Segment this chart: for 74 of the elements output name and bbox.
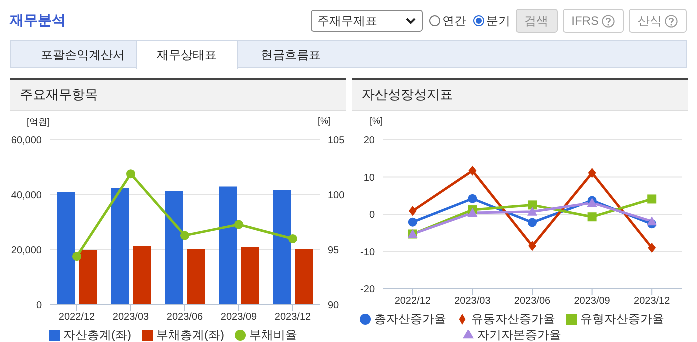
point	[408, 206, 417, 216]
y-tick-label: 40,000	[11, 190, 42, 202]
x-tick-label: 2023/12	[274, 312, 312, 324]
legend-label: 자기자본증가율	[478, 328, 562, 342]
point	[468, 166, 477, 176]
point	[588, 168, 596, 178]
bar	[133, 246, 151, 305]
x-tick-label: 2023/09	[220, 312, 258, 324]
text: 검색	[516, 9, 558, 33]
chart-title: 주요재무항목	[10, 78, 346, 111]
legend-label: 부채비율	[250, 328, 298, 342]
point	[288, 234, 298, 244]
point	[648, 243, 656, 254]
bar	[57, 192, 75, 305]
point	[528, 200, 537, 210]
point	[647, 216, 658, 226]
x-tick-label: 2023/03	[454, 296, 492, 308]
text: 주재무제표	[310, 10, 423, 32]
point	[126, 170, 136, 179]
x-tick-label: 2023/03	[112, 312, 150, 324]
text: IFRS	[562, 9, 624, 33]
legend-label: 부채총계(좌)	[156, 328, 224, 342]
y-tick-label: 10	[364, 172, 376, 184]
point	[234, 220, 244, 230]
y-tick-label: 60,000	[11, 136, 42, 147]
bar	[79, 250, 97, 305]
x-tick-label: 2022/12	[394, 296, 432, 308]
y-tick-label: 20,000	[11, 246, 42, 257]
x-tick-label: 2022/12	[58, 312, 96, 324]
x-tick-label: 2023/06	[514, 296, 552, 308]
bar	[111, 188, 129, 305]
text: 연간	[442, 12, 467, 30]
point	[72, 252, 82, 262]
point	[648, 194, 657, 204]
x-tick-label: 2023/09	[574, 296, 611, 308]
text: 산식	[629, 9, 687, 33]
y2-tick-label: 105	[328, 136, 346, 147]
bar	[219, 186, 237, 305]
text: 현금흐름표	[261, 47, 321, 64]
y-axis-title: [억원]	[26, 116, 50, 129]
point	[528, 218, 537, 228]
point	[468, 194, 478, 204]
x-tick-label: 2023/06	[166, 312, 204, 324]
point	[180, 231, 190, 240]
text: 분기	[486, 12, 511, 30]
point	[588, 212, 597, 222]
y-tick-label: -10	[360, 247, 376, 258]
chart-title: 자산성장성지표	[352, 78, 688, 111]
y-tick-label: 0	[36, 300, 42, 312]
text: 포괄손익계산서	[41, 47, 125, 64]
bar	[165, 191, 183, 305]
point	[468, 208, 478, 218]
y-tick-label: 20	[364, 136, 376, 147]
bar	[273, 190, 291, 305]
point	[528, 206, 538, 216]
y2-tick-label: 95	[328, 246, 340, 257]
legend-label: 총자산증가율	[374, 312, 446, 326]
bar	[241, 247, 259, 305]
bar	[295, 249, 313, 305]
x-tick-label: 2023/12	[634, 296, 671, 308]
y-tick-label: -20	[360, 284, 376, 296]
point	[408, 218, 418, 227]
text: 재무상태표	[136, 40, 238, 69]
bar	[187, 249, 205, 305]
point	[528, 241, 536, 252]
legend-label: 유형자산증가율	[580, 312, 664, 326]
y-tick-label: 0	[369, 210, 376, 222]
legend-label: 자산총계(좌)	[64, 328, 132, 342]
y2-tick-label: 100	[328, 190, 346, 202]
legend-label: 유동자산증가율	[472, 312, 556, 326]
y-axis-title: [%]	[368, 116, 383, 126]
text: 재무분석	[10, 12, 66, 30]
y2-tick-label: 90	[328, 300, 340, 312]
y2-axis-title: [%]	[318, 116, 332, 126]
